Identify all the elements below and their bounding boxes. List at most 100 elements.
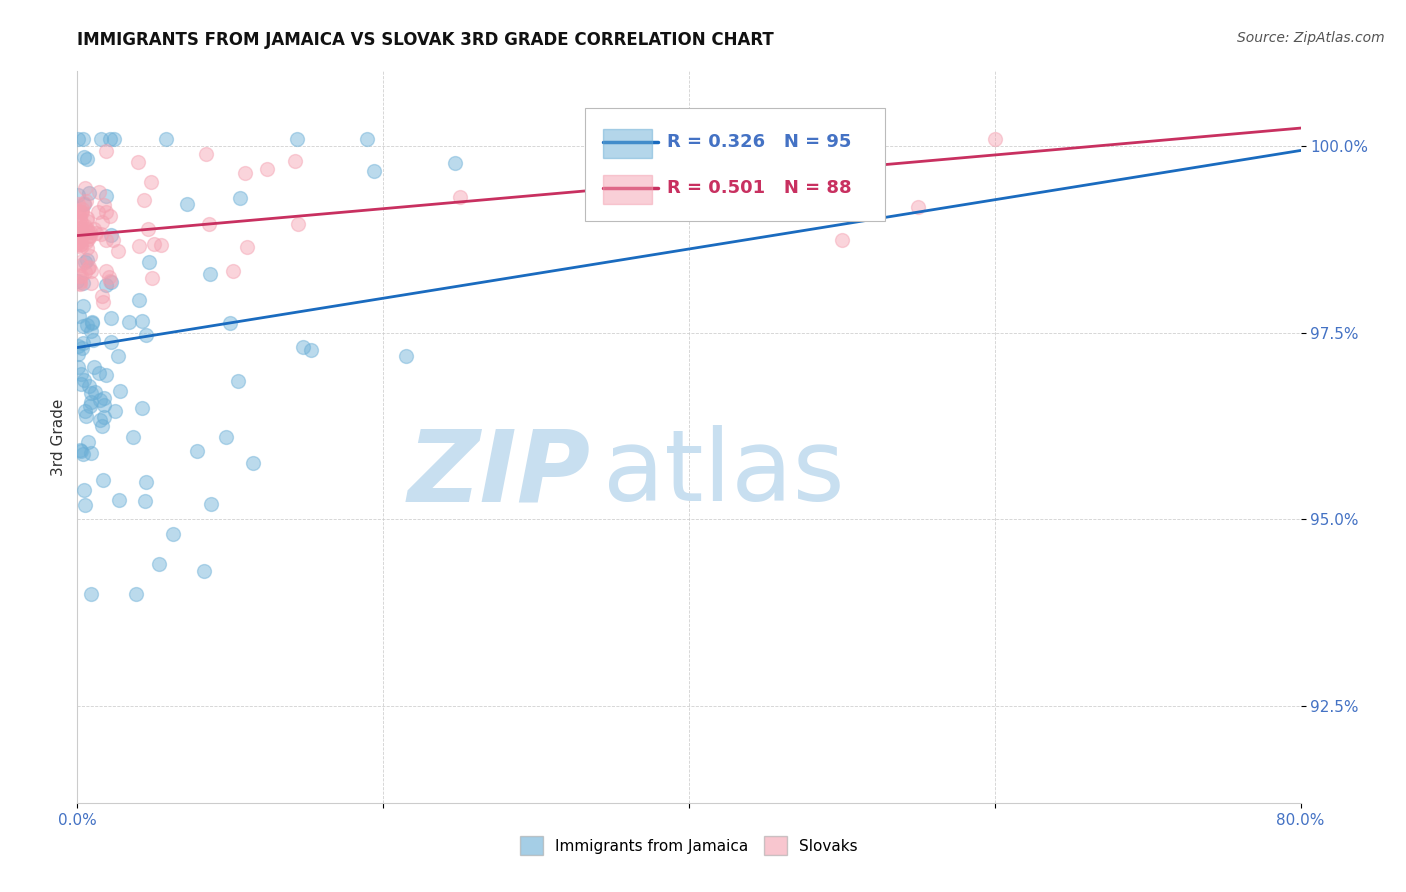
Point [443, 156, 465, 170]
Point [107, 244, 129, 259]
Point [67, 235, 90, 250]
Point [200, 497, 222, 511]
Point [67, 203, 90, 218]
Point [90, 227, 112, 242]
Point [67, 269, 90, 284]
Point [82, 333, 104, 347]
Point [73, 197, 96, 211]
Point [73, 255, 96, 269]
Point [256, 161, 278, 176]
Point [98, 269, 121, 284]
Point [77, 232, 100, 246]
Point [96, 204, 118, 219]
Point [77, 378, 100, 392]
Point [70, 227, 93, 241]
Point [76, 222, 98, 236]
Point [90, 214, 112, 228]
Point [93, 198, 115, 212]
Point [67, 360, 90, 375]
Point [299, 343, 322, 358]
Point [86, 205, 108, 219]
Point [82, 315, 104, 329]
Point [122, 430, 145, 444]
Point [66, 131, 89, 145]
Point [67, 309, 90, 323]
Point [66, 339, 89, 353]
Point [80, 587, 103, 601]
Point [70, 368, 93, 382]
Point [128, 239, 150, 253]
Point [66, 274, 89, 288]
Point [128, 293, 150, 307]
Point [72, 318, 94, 333]
Point [69, 277, 91, 292]
Point [66, 188, 89, 202]
Point [80, 276, 103, 290]
Point [89, 413, 111, 427]
Point [69, 227, 91, 241]
Point [75, 409, 97, 424]
Point [127, 155, 149, 169]
Point [602, 184, 624, 198]
Point [69, 258, 91, 272]
Point [83, 385, 105, 400]
Point [75, 404, 97, 418]
Point [66, 222, 89, 236]
Point [67, 235, 90, 249]
Point [94, 368, 117, 382]
Point [907, 200, 929, 214]
Point [72, 483, 94, 497]
Point [284, 153, 307, 168]
Point [141, 270, 163, 285]
Point [100, 275, 122, 289]
Point [186, 443, 208, 458]
Point [94, 189, 117, 203]
Text: IMMIGRANTS FROM JAMAICA VS SLOVAK 3RD GRADE CORRELATION CHART: IMMIGRANTS FROM JAMAICA VS SLOVAK 3RD GR… [77, 31, 775, 49]
Point [83, 359, 105, 374]
Point [90, 131, 112, 145]
Point [79, 446, 101, 460]
Point [67, 276, 90, 290]
Point [70, 237, 93, 252]
Point [148, 557, 170, 571]
Point [66, 227, 89, 242]
Point [70, 443, 93, 458]
Point [236, 239, 259, 253]
Point [72, 335, 94, 350]
Point [73, 151, 96, 165]
Point [356, 131, 378, 145]
Point [70, 215, 93, 229]
Point [101, 233, 124, 247]
Point [395, 350, 418, 364]
Point [75, 235, 97, 250]
Point [93, 409, 115, 424]
Point [98, 274, 121, 288]
Text: ZIP: ZIP [408, 425, 591, 522]
Point [107, 349, 129, 363]
Point [73, 498, 96, 512]
Point [77, 186, 100, 200]
Point [93, 391, 115, 405]
Y-axis label: 3rd Grade: 3rd Grade [51, 399, 66, 475]
Point [70, 377, 93, 392]
Point [150, 238, 173, 252]
Point [66, 229, 89, 244]
FancyBboxPatch shape [603, 175, 652, 204]
Point [76, 152, 98, 166]
Point [69, 221, 91, 235]
Point [91, 418, 114, 433]
Point [162, 527, 184, 541]
Point [93, 398, 115, 412]
Point [76, 318, 98, 333]
Point [98, 209, 121, 223]
Point [67, 207, 90, 221]
Point [155, 131, 177, 145]
Point [193, 565, 215, 579]
Point [363, 164, 385, 178]
Point [108, 384, 131, 398]
Point [76, 211, 98, 225]
Point [98, 131, 121, 145]
Point [176, 196, 198, 211]
Point [94, 233, 117, 247]
Text: Source: ZipAtlas.com: Source: ZipAtlas.com [1237, 31, 1385, 45]
